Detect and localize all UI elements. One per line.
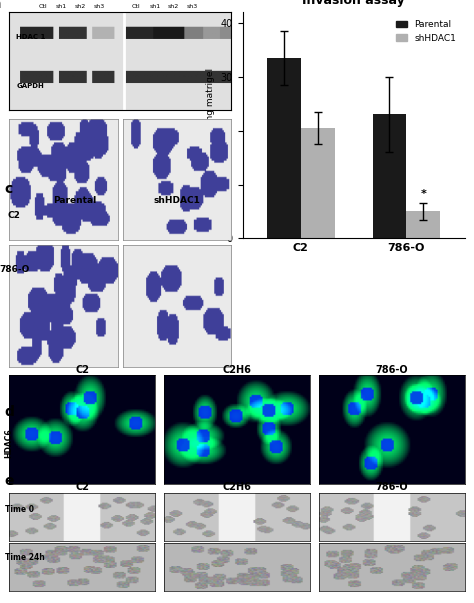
Bar	[301, 128, 335, 238]
Text: sh2: sh2	[75, 4, 86, 9]
Text: Ctl: Ctl	[38, 4, 47, 9]
Title: C2H6: C2H6	[223, 482, 251, 492]
Text: a: a	[0, 0, 1, 11]
Bar	[406, 212, 440, 238]
Text: c: c	[5, 182, 13, 196]
Text: C2: C2	[8, 211, 21, 219]
Text: sh1: sh1	[149, 4, 160, 9]
Text: Ctl: Ctl	[132, 4, 140, 9]
Text: shHDAC1: shHDAC1	[154, 196, 201, 205]
Text: sh3: sh3	[94, 4, 105, 9]
Bar	[267, 58, 301, 238]
Text: Parental: Parental	[53, 196, 96, 205]
Text: 786-O: 786-O	[0, 265, 29, 274]
Title: C2: C2	[75, 365, 90, 374]
Text: sh1: sh1	[56, 4, 67, 9]
Text: 786-O: 786-O	[155, 0, 183, 2]
Text: GAPDH: GAPDH	[16, 83, 44, 89]
Title: 786-O: 786-O	[375, 365, 408, 374]
Text: HDAC 1: HDAC 1	[16, 34, 46, 40]
Legend: Parental, shHDAC1: Parental, shHDAC1	[393, 16, 460, 46]
Text: Time 0: Time 0	[5, 505, 34, 514]
Y-axis label: % cells invading matrigel: % cells invading matrigel	[206, 68, 215, 183]
Title: C2: C2	[75, 482, 90, 492]
Text: e: e	[5, 475, 14, 488]
Text: Time 24h: Time 24h	[5, 554, 45, 562]
Text: sh2: sh2	[168, 4, 179, 9]
Text: sh3: sh3	[187, 4, 198, 9]
Text: C2: C2	[70, 0, 82, 2]
Title: Invasion assay: Invasion assay	[302, 0, 405, 7]
Text: d: d	[5, 405, 15, 419]
Bar	[373, 115, 406, 238]
Text: *: *	[420, 189, 426, 199]
Title: C2H6: C2H6	[223, 365, 251, 374]
Text: HDAC6: HDAC6	[5, 428, 14, 458]
Title: 786-O: 786-O	[375, 482, 408, 492]
